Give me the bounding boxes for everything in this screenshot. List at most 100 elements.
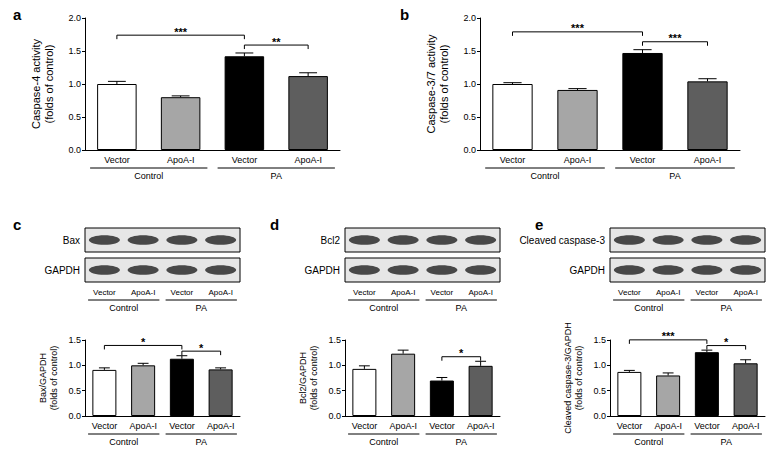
svg-text:1.5: 1.5 (68, 46, 81, 56)
svg-text:c: c (13, 216, 21, 233)
svg-text:Control: Control (634, 303, 663, 313)
svg-text:***: *** (571, 22, 585, 34)
svg-text:0.5: 0.5 (68, 386, 81, 396)
svg-text:(folds of control): (folds of control) (49, 346, 59, 411)
svg-text:0.5: 0.5 (593, 386, 606, 396)
svg-text:0.5: 0.5 (463, 112, 476, 122)
svg-text:*: * (199, 342, 204, 354)
svg-text:Bax: Bax (63, 235, 80, 246)
svg-text:1.5: 1.5 (463, 46, 476, 56)
svg-text:0.0: 0.0 (68, 411, 81, 421)
svg-text:PA: PA (196, 437, 207, 447)
svg-text:1.0: 1.0 (593, 360, 606, 370)
svg-text:1.5: 1.5 (68, 335, 81, 345)
svg-text:ApoA-I: ApoA-I (468, 288, 492, 297)
svg-text:(folds of control): (folds of control) (438, 45, 450, 124)
svg-text:Vector: Vector (169, 421, 195, 431)
svg-text:Cleaved caspase-3: Cleaved caspase-3 (519, 235, 605, 246)
svg-text:ApoA-I: ApoA-I (694, 155, 722, 165)
svg-text:1.0: 1.0 (68, 360, 81, 370)
svg-text:PA: PA (721, 303, 732, 313)
svg-text:ApoA-I: ApoA-I (467, 421, 495, 431)
svg-text:1.5: 1.5 (593, 335, 606, 345)
svg-text:1.0: 1.0 (463, 79, 476, 89)
svg-text:0.0: 0.0 (68, 145, 81, 155)
svg-text:Control: Control (369, 437, 398, 447)
svg-text:0.5: 0.5 (68, 112, 81, 122)
svg-text:2.0: 2.0 (463, 13, 476, 23)
svg-text:0.0: 0.0 (463, 145, 476, 155)
svg-text:ApoA-I: ApoA-I (207, 421, 235, 431)
svg-text:PA: PA (456, 437, 467, 447)
svg-text:Control: Control (134, 171, 163, 181)
svg-text:ApoA-I: ApoA-I (208, 288, 232, 297)
svg-text:d: d (270, 216, 279, 233)
svg-text:(folds of control): (folds of control) (309, 346, 319, 411)
svg-text:Vector: Vector (232, 155, 258, 165)
svg-text:*: * (141, 336, 146, 348)
svg-text:0.5: 0.5 (328, 386, 341, 396)
svg-text:Control: Control (109, 303, 138, 313)
svg-text:e: e (535, 216, 543, 233)
svg-text:0.0: 0.0 (328, 411, 341, 421)
svg-text:ApoA-I: ApoA-I (391, 288, 415, 297)
svg-text:ApoA-I: ApoA-I (294, 155, 322, 165)
svg-text:PA: PA (196, 303, 207, 313)
svg-text:GAPDH: GAPDH (304, 265, 340, 276)
svg-text:Control: Control (369, 303, 398, 313)
svg-text:Control: Control (530, 171, 559, 181)
svg-text:***: *** (669, 32, 683, 44)
svg-text:Vector: Vector (694, 421, 720, 431)
svg-text:*: * (459, 347, 464, 359)
svg-text:ApoA-I: ApoA-I (564, 155, 592, 165)
svg-text:***: *** (662, 330, 676, 342)
svg-text:Vector: Vector (696, 288, 719, 297)
svg-text:GAPDH: GAPDH (569, 265, 605, 276)
svg-text:0.0: 0.0 (593, 411, 606, 421)
svg-text:Caspase-3/7 activity: Caspase-3/7 activity (425, 34, 437, 134)
svg-text:1.5: 1.5 (328, 335, 341, 345)
svg-text:Vector: Vector (104, 155, 130, 165)
svg-text:2.0: 2.0 (68, 13, 81, 23)
svg-text:Vector: Vector (500, 155, 526, 165)
svg-text:Vector: Vector (93, 288, 116, 297)
svg-text:PA: PA (669, 171, 680, 181)
svg-text:Cleaved caspase-3/GAPDH: Cleaved caspase-3/GAPDH (563, 322, 573, 434)
svg-text:ApoA-I: ApoA-I (131, 288, 155, 297)
svg-text:Bax/GAPDH: Bax/GAPDH (38, 353, 48, 403)
svg-text:ApoA-I: ApoA-I (129, 421, 157, 431)
svg-text:Vector: Vector (431, 288, 454, 297)
svg-text:**: ** (272, 36, 281, 48)
svg-text:Vector: Vector (617, 421, 643, 431)
svg-text:ApoA-I: ApoA-I (654, 421, 682, 431)
svg-text:ApoA-I: ApoA-I (732, 421, 760, 431)
svg-text:PA: PA (271, 171, 282, 181)
svg-text:(folds of control): (folds of control) (574, 346, 584, 411)
svg-text:Bcl2: Bcl2 (321, 235, 341, 246)
svg-text:Vector: Vector (618, 288, 641, 297)
svg-text:Vector: Vector (429, 421, 455, 431)
svg-text:ApoA-I: ApoA-I (167, 155, 195, 165)
svg-text:Bcl2/GAPDH: Bcl2/GAPDH (298, 352, 308, 404)
svg-text:PA: PA (721, 437, 732, 447)
svg-text:ApoA-I: ApoA-I (733, 288, 757, 297)
svg-text:ApoA-I: ApoA-I (656, 288, 680, 297)
svg-text:Caspase-4 activity: Caspase-4 activity (30, 39, 42, 129)
svg-text:1.0: 1.0 (68, 79, 81, 89)
svg-text:Vector: Vector (171, 288, 194, 297)
svg-text:Vector: Vector (352, 421, 378, 431)
svg-text:***: *** (174, 26, 188, 38)
svg-text:*: * (724, 336, 729, 348)
svg-text:Vector: Vector (630, 155, 656, 165)
svg-text:ApoA-I: ApoA-I (389, 421, 417, 431)
svg-text:Vector: Vector (92, 421, 118, 431)
svg-text:b: b (400, 6, 409, 23)
svg-text:Vector: Vector (353, 288, 376, 297)
svg-text:PA: PA (456, 303, 467, 313)
svg-text:a: a (13, 6, 22, 23)
svg-text:Control: Control (109, 437, 138, 447)
svg-text:GAPDH: GAPDH (44, 265, 80, 276)
svg-text:1.0: 1.0 (328, 360, 341, 370)
svg-text:(folds of control): (folds of control) (43, 45, 55, 124)
svg-text:Control: Control (634, 437, 663, 447)
